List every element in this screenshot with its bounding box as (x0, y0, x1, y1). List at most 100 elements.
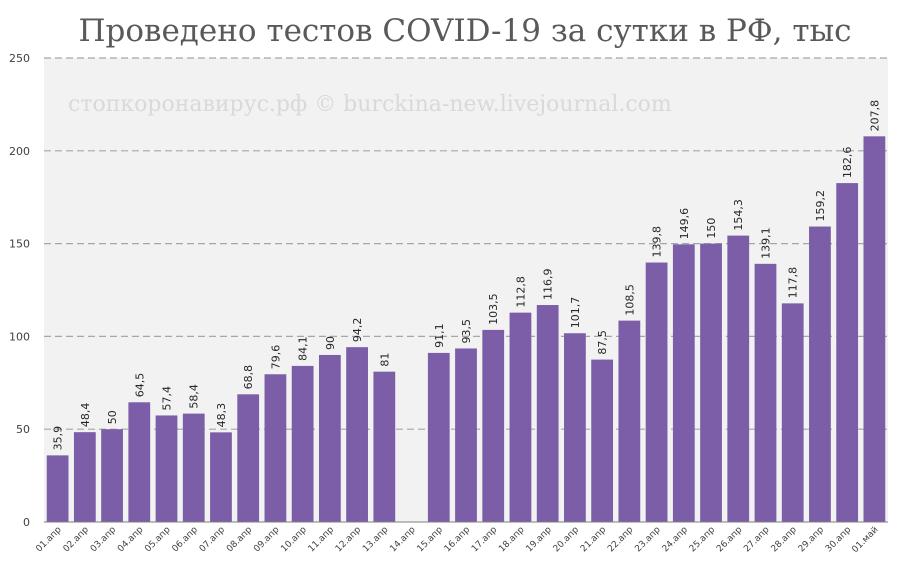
data-label: 81 (378, 353, 391, 367)
data-label: 101,7 (569, 297, 582, 329)
data-label: 68,8 (242, 365, 255, 390)
data-label: 50 (106, 410, 119, 424)
data-label: 57,4 (161, 386, 174, 411)
bar (182, 413, 205, 522)
data-label: 139,1 (759, 227, 772, 259)
y-tick-label: 250 (9, 52, 30, 65)
data-label: 35,9 (52, 426, 65, 451)
x-tick-label: 26.апр (715, 525, 744, 554)
bar (536, 305, 559, 522)
bars (46, 136, 886, 523)
bar (318, 354, 341, 522)
y-tick-label: 0 (23, 516, 30, 529)
bar (264, 374, 287, 522)
bar (101, 429, 123, 522)
y-tick-label: 100 (9, 330, 30, 343)
x-tick-label: 07.апр (198, 525, 227, 554)
x-tick-label: 11.апр (307, 525, 336, 554)
bar (73, 432, 96, 522)
bar (645, 262, 668, 522)
x-axis-ticks: 01.апр02.апр03.апр04.апр05.апр06.апр07.а… (34, 525, 880, 555)
data-label: 182,6 (841, 147, 854, 179)
bar (754, 263, 777, 522)
x-tick-label: 04.апр (116, 525, 145, 554)
data-label: 117,8 (787, 267, 800, 299)
bar (237, 394, 260, 522)
bar (509, 312, 532, 522)
x-tick-label: 21.апр (579, 525, 608, 554)
bar (346, 347, 368, 522)
x-tick-label: 03.апр (89, 525, 118, 554)
x-tick-label: 20.апр (552, 525, 581, 554)
bar (482, 329, 505, 522)
x-tick-label: 09.апр (252, 525, 281, 554)
x-tick-label: 24.апр (661, 525, 690, 554)
x-tick-label: 25.апр (688, 525, 717, 554)
data-label: 84,1 (297, 336, 310, 361)
data-label: 108,5 (623, 284, 636, 316)
x-tick-label: 08.апр (225, 525, 254, 554)
bar (781, 303, 804, 522)
data-label: 90 (324, 336, 337, 350)
chart-title: Проведено тестов COVID-19 за сутки в РФ,… (78, 13, 851, 49)
data-label: 87,5 (596, 330, 609, 355)
data-label: 103,5 (487, 293, 500, 325)
x-tick-label: 29.апр (797, 525, 826, 554)
bar (455, 348, 477, 522)
data-label: 112,8 (514, 276, 527, 308)
x-tick-label: 27.апр (742, 525, 771, 554)
x-tick-label: 02.апр (62, 525, 91, 554)
x-tick-label: 17.апр (470, 525, 499, 554)
data-label: 150 (705, 218, 718, 239)
bar (836, 183, 859, 522)
bar (210, 432, 232, 522)
x-tick-label: 30.апр (824, 525, 853, 554)
y-axis-ticks: 0 50 100 150 200 250 (9, 52, 30, 529)
data-label: 93,5 (460, 319, 473, 344)
data-label: 48,4 (79, 403, 92, 428)
data-label: 48,3 (215, 403, 228, 428)
data-label: 94,2 (351, 318, 364, 343)
data-label: 91,1 (433, 323, 446, 348)
bar (809, 226, 831, 523)
data-label: 154,3 (732, 199, 745, 231)
data-label: 58,4 (188, 384, 201, 409)
bar (727, 235, 750, 522)
x-tick-label: 06.апр (171, 525, 200, 554)
x-tick-label: 22.апр (606, 525, 635, 554)
bar (427, 352, 450, 522)
x-tick-label: 18.апр (497, 525, 526, 554)
bar (373, 371, 396, 522)
data-label: 116,9 (542, 269, 555, 301)
watermark: стопкоронавирус.рф © burckina-new.livejo… (68, 92, 672, 117)
bar (564, 333, 586, 522)
bar (672, 244, 695, 522)
bar (591, 359, 614, 522)
bar (155, 415, 178, 522)
y-tick-label: 200 (9, 145, 30, 158)
data-label: 79,6 (269, 345, 282, 370)
y-tick-label: 150 (9, 238, 30, 251)
x-tick-label: 14.апр (388, 525, 417, 554)
data-label: 139,8 (651, 226, 664, 258)
x-tick-label: 19.апр (524, 525, 553, 554)
bar (618, 320, 641, 522)
x-tick-label: 01.май (850, 525, 880, 555)
x-tick-label: 13.апр (361, 525, 390, 554)
bar (863, 136, 886, 523)
data-label: 64,5 (133, 373, 146, 398)
y-tick-label: 50 (16, 423, 30, 436)
data-label: 149,6 (678, 208, 691, 240)
bar (46, 455, 69, 522)
x-tick-label: 05.апр (143, 525, 172, 554)
x-tick-label: 10.апр (279, 525, 308, 554)
bar (700, 243, 722, 522)
x-tick-label: 16.апр (443, 525, 472, 554)
x-tick-label: 12.апр (334, 525, 363, 554)
x-tick-label: 28.апр (770, 525, 799, 554)
bar (128, 402, 151, 522)
bar (291, 365, 314, 522)
x-tick-label: 23.апр (633, 525, 662, 554)
